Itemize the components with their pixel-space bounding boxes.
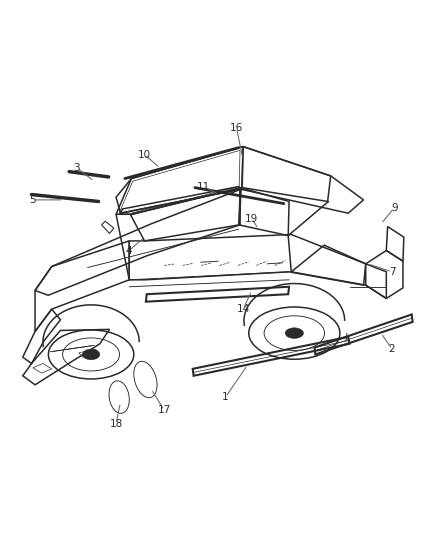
Text: 17: 17: [158, 406, 171, 415]
Text: 11: 11: [197, 182, 210, 191]
Ellipse shape: [285, 328, 304, 338]
Text: 1: 1: [222, 392, 229, 402]
Text: 4: 4: [126, 246, 133, 255]
Text: 3: 3: [73, 163, 80, 173]
Text: 16: 16: [230, 123, 243, 133]
Text: 19: 19: [245, 214, 258, 223]
Text: 9: 9: [391, 203, 398, 213]
Text: 14: 14: [237, 304, 250, 314]
Text: 7: 7: [389, 267, 396, 277]
Text: 18: 18: [110, 419, 123, 429]
Text: 2: 2: [389, 344, 396, 354]
Text: 10: 10: [138, 150, 151, 159]
Ellipse shape: [82, 349, 100, 360]
Text: 5: 5: [29, 195, 36, 205]
